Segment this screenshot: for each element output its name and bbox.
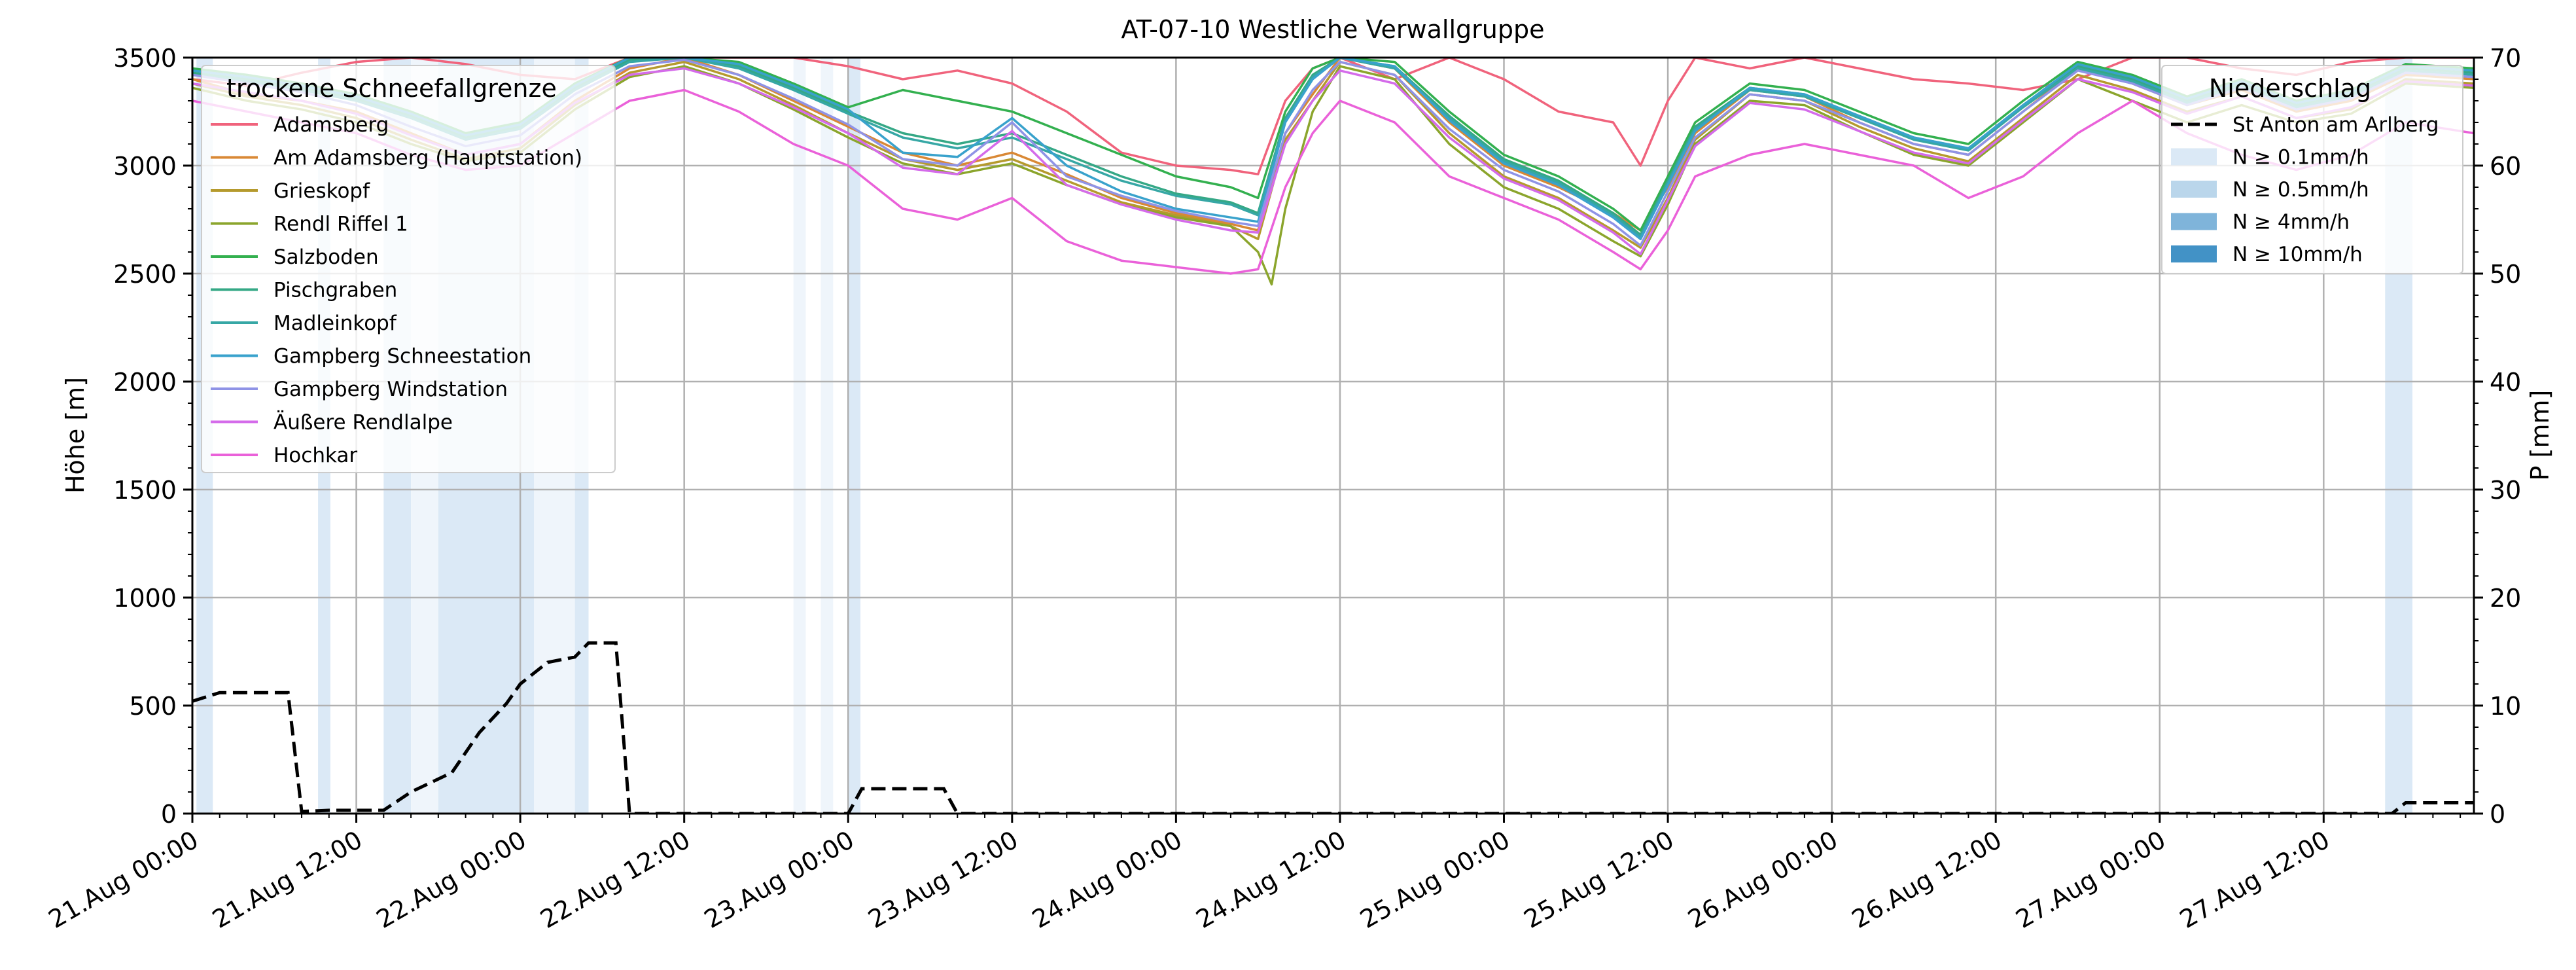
legend-snowline-label: Rendl Riffel 1: [273, 213, 408, 236]
legend-snowline-title: trockene Schneefallgrenze: [226, 74, 557, 103]
legend-snowline-label: Gampberg Schneestation: [273, 345, 531, 368]
legend-precipitation-label: St Anton am Arlberg: [2232, 113, 2439, 137]
legend-snowline-label: Salzboden: [273, 245, 379, 269]
legend-precipitation-swatch: [2171, 245, 2217, 262]
x-tick-label: 27.Aug 12:00: [2175, 825, 2335, 934]
x-tick-label: 24.Aug 00:00: [1027, 825, 1187, 934]
x-tick-label: 27.Aug 00:00: [2011, 825, 2170, 934]
precip-series: [192, 641, 2474, 814]
y-axis-label: Höhe [m]: [61, 377, 90, 494]
legend-precipitation-swatch: [2171, 148, 2217, 166]
y-tick-label: 0: [161, 800, 177, 829]
legend-precipitation-box: [2161, 65, 2463, 274]
y-tick-label: 1000: [113, 584, 177, 613]
legend-snowline-label: Madleinkopf: [273, 312, 397, 335]
y2-tick-label: 10: [2490, 692, 2521, 721]
y-tick-label: 2500: [113, 260, 177, 289]
x-tick-label: 23.Aug 00:00: [699, 825, 859, 934]
precip-band: [793, 58, 806, 814]
x-tick-label: 26.Aug 12:00: [1847, 825, 2007, 934]
y-tick-label: 2000: [113, 368, 177, 397]
y2-axis-label: P [mm]: [2526, 390, 2554, 481]
legend-snowline-label: Äußere Rendlalpe: [273, 411, 453, 435]
x-tick-label: 22.Aug 12:00: [535, 825, 695, 934]
x-tick-label: 25.Aug 00:00: [1355, 825, 1515, 934]
x-tick-label: 24.Aug 12:00: [1191, 825, 1351, 934]
x-tick-label: 26.Aug 00:00: [1683, 825, 1843, 934]
y2-tick-label: 60: [2490, 152, 2521, 181]
legend-snowline-box: [201, 65, 616, 473]
plot-frame: [191, 56, 2475, 815]
legend-snowline-label: Gampberg Windstation: [273, 378, 508, 401]
legend-precipitation-label: N ≥ 0.1mm/h: [2232, 146, 2369, 170]
x-tick-label: 22.Aug 00:00: [372, 825, 531, 934]
legend-snowline: trockene Schneefallgrenze Adamsberg Am Ad…: [201, 65, 616, 473]
y-tick-label: 3500: [113, 44, 177, 73]
legend-snowline-label: Pischgraben: [273, 279, 397, 302]
precip-band: [848, 58, 861, 814]
legend-snowline-label: Am Adamsberg (Hauptstation): [273, 147, 582, 170]
y2-tick-label: 70: [2490, 44, 2521, 73]
legend-precipitation: Niederschlag St Anton am Arlberg N ≥ 0.1m…: [2161, 65, 2463, 274]
legend-precipitation-swatch: [2171, 181, 2217, 198]
legend-precipitation-title: Niederschlag: [2209, 74, 2371, 103]
y2-tick-label: 40: [2490, 368, 2521, 397]
legend-precipitation-label: N ≥ 4mm/h: [2232, 211, 2350, 234]
chart-title: AT-07-10 Westliche Verwallgruppe: [1121, 15, 1545, 44]
x-tick-label: 21.Aug 00:00: [44, 825, 203, 934]
x-tick-label: 21.Aug 12:00: [207, 825, 367, 934]
legend-snowline-label: Adamsberg: [273, 113, 389, 137]
y2-tick-label: 0: [2490, 800, 2505, 829]
y2-tick-label: 20: [2490, 584, 2521, 613]
precip-line: [192, 641, 2474, 814]
x-tick-label: 23.Aug 12:00: [863, 825, 1023, 934]
y-tick-label: 500: [129, 692, 177, 721]
legend-precipitation-label: N ≥ 0.5mm/h: [2232, 178, 2369, 202]
legend-snowline-label: Hochkar: [273, 444, 357, 467]
y2-tick-label: 30: [2490, 476, 2521, 505]
precip-band: [820, 58, 834, 814]
x-tick-label: 25.Aug 12:00: [1519, 825, 1679, 934]
y-tick-label: 3000: [113, 152, 177, 181]
legend-precipitation-swatch: [2171, 213, 2217, 230]
legend-precipitation-label: N ≥ 10mm/h: [2232, 243, 2363, 266]
y2-tick-label: 50: [2490, 260, 2521, 289]
legend-snowline-label: Grieskopf: [273, 179, 370, 203]
y-tick-label: 1500: [113, 476, 177, 505]
